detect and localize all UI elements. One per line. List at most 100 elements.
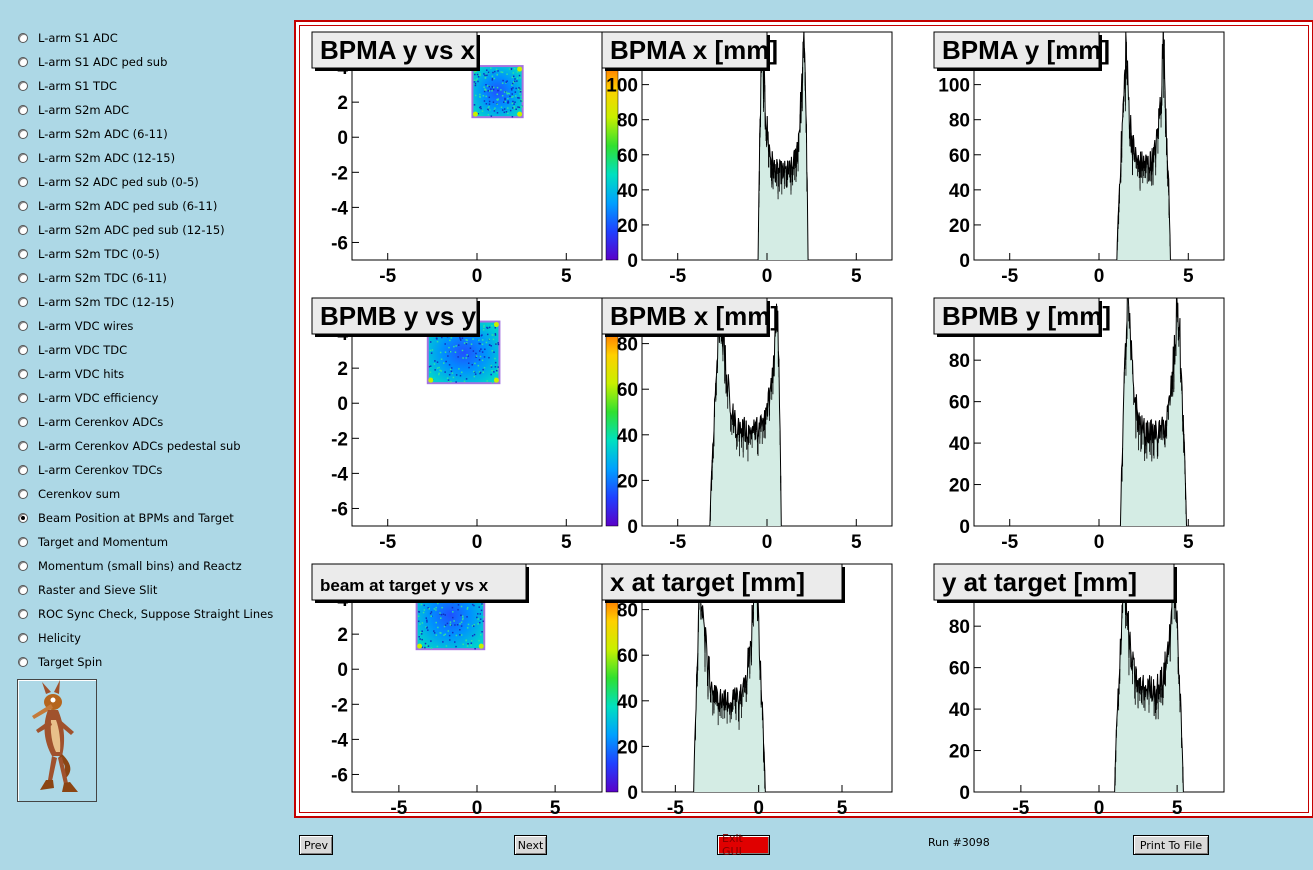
x-tick-label: 0 <box>472 266 483 287</box>
heatmap-cell <box>479 343 481 345</box>
radio-button-icon[interactable] <box>18 225 28 235</box>
plot-title: BPMB y [mm] <box>942 301 1111 331</box>
radio-button-icon[interactable] <box>18 489 28 499</box>
x-tick-label: -5 <box>379 532 396 553</box>
radio-button-icon[interactable] <box>18 273 28 283</box>
radio-button-icon[interactable] <box>18 537 28 547</box>
radio-button-icon[interactable] <box>18 513 28 523</box>
heatmap-cell <box>440 370 442 372</box>
radio-button-icon[interactable] <box>18 81 28 91</box>
sidebar-option[interactable]: L-arm S2m ADC (12-15) <box>18 148 175 168</box>
heatmap-cell <box>478 639 480 642</box>
sidebar-option[interactable]: L-arm S1 ADC ped sub <box>18 52 167 72</box>
sidebar-option[interactable]: L-arm S1 TDC <box>18 76 117 96</box>
radio-button-icon[interactable] <box>18 585 28 595</box>
heatmap-cell <box>469 347 472 349</box>
radio-button-icon[interactable] <box>18 441 28 451</box>
radio-button-icon[interactable] <box>18 153 28 163</box>
heatmap-cell <box>448 374 451 376</box>
sidebar-option[interactable]: Cerenkov sum <box>18 484 120 504</box>
heatmap-cell <box>511 93 513 95</box>
radio-button-icon[interactable] <box>18 417 28 427</box>
heatmap-cell <box>488 326 491 329</box>
sidebar-option[interactable]: L-arm S2 ADC ped sub (0-5) <box>18 172 199 192</box>
sidebar-option[interactable]: L-arm S2m ADC (6-11) <box>18 124 168 144</box>
heatmap-cell <box>439 369 441 372</box>
radio-button-icon[interactable] <box>18 129 28 139</box>
print-to-file-button[interactable]: Print To File <box>1133 835 1209 855</box>
sidebar-option[interactable]: Beam Position at BPMs and Target <box>18 508 234 528</box>
sidebar-option[interactable]: L-arm VDC efficiency <box>18 388 158 408</box>
sidebar-option[interactable]: Raster and Sieve Slit <box>18 580 157 600</box>
radio-button-icon[interactable] <box>18 201 28 211</box>
heatmap-cell <box>426 644 428 647</box>
radio-button-icon[interactable] <box>18 465 28 475</box>
sidebar-option[interactable]: L-arm S1 ADC <box>18 28 118 48</box>
sidebar-option[interactable]: L-arm S2m TDC (12-15) <box>18 292 174 312</box>
radio-button-icon[interactable] <box>18 33 28 43</box>
heatmap-cell <box>462 617 464 619</box>
sidebar-option[interactable]: L-arm S2m TDC (0-5) <box>18 244 160 264</box>
heatmap-cell <box>512 72 515 74</box>
heatmap-cell <box>426 621 428 623</box>
heatmap-cell <box>508 92 511 95</box>
radio-button-icon[interactable] <box>18 609 28 619</box>
radio-button-icon[interactable] <box>18 105 28 115</box>
radio-button-icon[interactable] <box>18 57 28 67</box>
radio-button-icon[interactable] <box>18 393 28 403</box>
next-button[interactable]: Next <box>514 835 547 855</box>
sidebar-option[interactable]: L-arm Cerenkov ADCs <box>18 412 163 432</box>
heatmap-cell <box>429 365 432 367</box>
coyote-mascot-icon[interactable] <box>17 679 97 802</box>
radio-button-icon[interactable] <box>18 177 28 187</box>
sidebar-option[interactable]: Helicity <box>18 628 81 648</box>
x-tick-label: -5 <box>1012 798 1029 816</box>
heatmap-cell <box>503 91 506 93</box>
heatmap-cell <box>488 338 491 341</box>
y-tick-label: 40 <box>617 426 638 447</box>
sidebar-option[interactable]: L-arm VDC hits <box>18 364 124 384</box>
heatmap-hotspot <box>493 377 499 383</box>
heatmap-cell <box>484 74 486 77</box>
heatmap-cell <box>520 90 522 92</box>
y-tick-label: 60 <box>949 146 970 167</box>
prev-button[interactable]: Prev <box>299 835 333 855</box>
heatmap-cell <box>420 603 423 606</box>
sidebar-option[interactable]: ROC Sync Check, Suppose Straight Lines <box>18 604 273 624</box>
exit-gui-button[interactable]: Exit GUI <box>717 832 770 858</box>
heatmap-cell <box>504 91 507 93</box>
radio-button-icon[interactable] <box>18 369 28 379</box>
radio-button-icon[interactable] <box>18 321 28 331</box>
radio-button-icon[interactable] <box>18 657 28 667</box>
heatmap-cell <box>453 345 455 348</box>
heatmap-cell <box>434 360 436 362</box>
sidebar-option[interactable]: L-arm S2m ADC <box>18 100 129 120</box>
y-tick-label: 80 <box>949 351 970 372</box>
radio-button-icon[interactable] <box>18 633 28 643</box>
sidebar-option[interactable]: L-arm Cerenkov ADCs pedestal sub <box>18 436 241 456</box>
heatmap-cell <box>425 617 428 619</box>
sidebar-option[interactable]: L-arm VDC TDC <box>18 340 127 360</box>
sidebar-option[interactable]: Target Spin <box>18 652 102 672</box>
sidebar-option[interactable]: L-arm Cerenkov TDCs <box>18 460 162 480</box>
sidebar-option[interactable]: Target and Momentum <box>18 532 168 552</box>
sidebar-option[interactable]: L-arm S2m ADC ped sub (12-15) <box>18 220 225 240</box>
radio-button-icon[interactable] <box>18 249 28 259</box>
sidebar-option[interactable]: L-arm S2m TDC (6-11) <box>18 268 167 288</box>
radio-button-icon[interactable] <box>18 345 28 355</box>
heatmap-cell <box>518 74 521 77</box>
sidebar-option[interactable]: L-arm S2m ADC ped sub (6-11) <box>18 196 217 216</box>
radio-button-icon[interactable] <box>18 297 28 307</box>
heatmap-cell <box>473 375 476 378</box>
heatmap-cell <box>467 623 470 626</box>
heatmap-cell <box>488 344 491 346</box>
heatmap-cell <box>467 355 469 357</box>
radio-button-icon[interactable] <box>18 561 28 571</box>
heatmap-cell <box>459 623 461 625</box>
sidebar-option[interactable]: L-arm VDC wires <box>18 316 133 336</box>
heatmap-cell <box>447 379 450 381</box>
heatmap-cell <box>459 634 461 636</box>
sidebar-option[interactable]: Momentum (small bins) and Reactz <box>18 556 242 576</box>
heatmap-cell <box>460 634 463 636</box>
heatmap-cell <box>495 343 497 345</box>
